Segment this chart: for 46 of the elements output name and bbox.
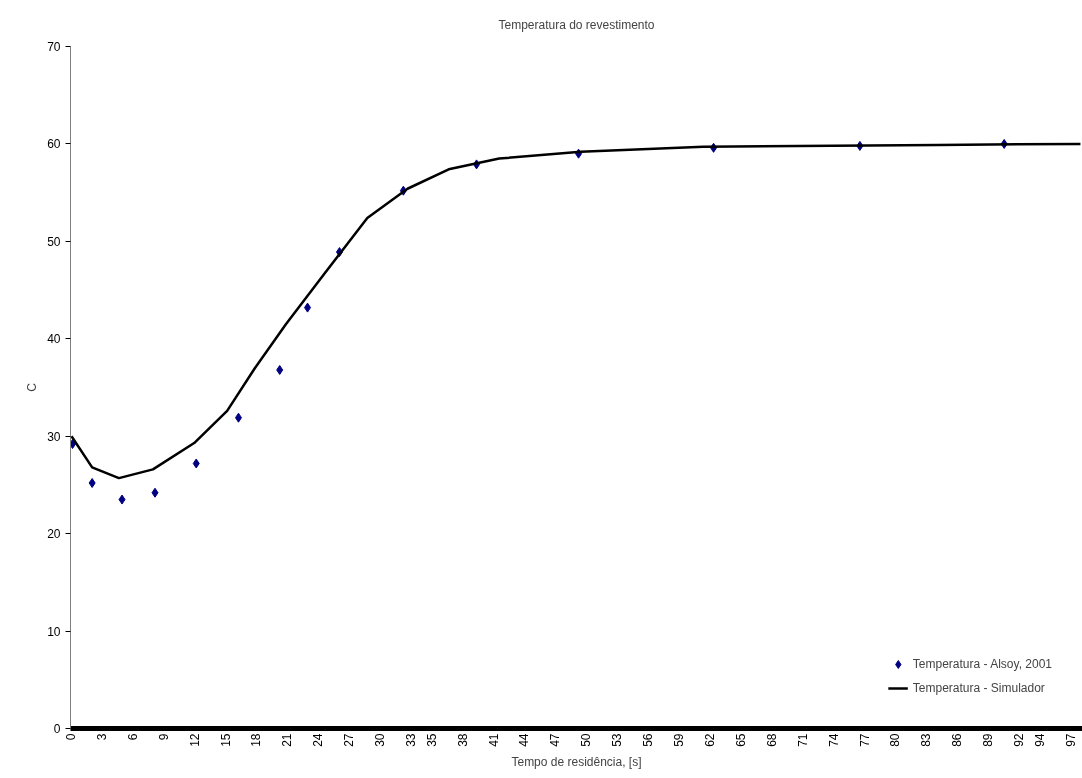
x-tick-label: 47 (548, 733, 563, 747)
x-tick-label: 24 (311, 733, 326, 747)
x-tick-label: 71 (795, 733, 810, 747)
x-tick-label: 53 (610, 733, 625, 747)
y-tick-label: 20 (47, 527, 61, 542)
x-tick-label: 86 (950, 733, 965, 747)
x-tick-label: 0 (64, 733, 78, 741)
x-tick-label: 30 (373, 733, 388, 747)
x-tick-label: 12 (187, 733, 202, 747)
x-tick-label: 44 (517, 733, 532, 747)
x-tick-label: 33 (404, 733, 419, 747)
y-tick-label: 10 (47, 624, 61, 639)
x-tick-label: 21 (280, 733, 295, 747)
x-tick-label: 92 (1012, 733, 1027, 747)
x-tick-label: 89 (981, 733, 996, 747)
y-tick-label: 30 (47, 429, 61, 444)
x-tick-label: 56 (641, 733, 656, 747)
x-tick-label: 80 (888, 733, 903, 747)
x-tick-label: 3 (94, 733, 109, 741)
chart-title: Temperatura do revestimento (498, 17, 655, 32)
y-tick-label: 60 (47, 137, 61, 152)
x-tick-label: 27 (342, 733, 357, 747)
x-tick-label: 74 (826, 733, 841, 747)
x-tick-label: 41 (486, 733, 501, 747)
x-tick-label: 59 (672, 733, 687, 747)
x-tick-label: 35 (424, 733, 439, 747)
y-tick-label: 50 (47, 234, 61, 249)
x-tick-label: 97 (1063, 733, 1078, 747)
y-tick-label: 40 (47, 332, 61, 347)
x-tick-label: 6 (125, 733, 140, 741)
x-tick-label: 15 (218, 733, 233, 747)
x-tick-label: 94 (1032, 733, 1047, 747)
x-tick-label: 9 (156, 733, 171, 741)
legend-label: Temperatura - Alsoy, 2001 (912, 657, 1052, 671)
x-tick-label: 83 (919, 733, 934, 747)
x-tick-label: 68 (764, 733, 779, 747)
x-tick-label: 18 (249, 733, 264, 747)
x-axis-title: Tempo de residência, [s] (511, 754, 642, 769)
x-tick-label: 62 (702, 733, 717, 747)
legend-label: Temperatura - Simulador (912, 681, 1045, 695)
y-tick-label: 70 (47, 40, 61, 54)
x-tick-label: 77 (857, 733, 872, 747)
y-axis-title: C (25, 382, 40, 392)
x-tick-label: 50 (579, 733, 594, 747)
x-tick-label: 38 (455, 733, 470, 747)
x-tick-label: 65 (733, 733, 748, 747)
